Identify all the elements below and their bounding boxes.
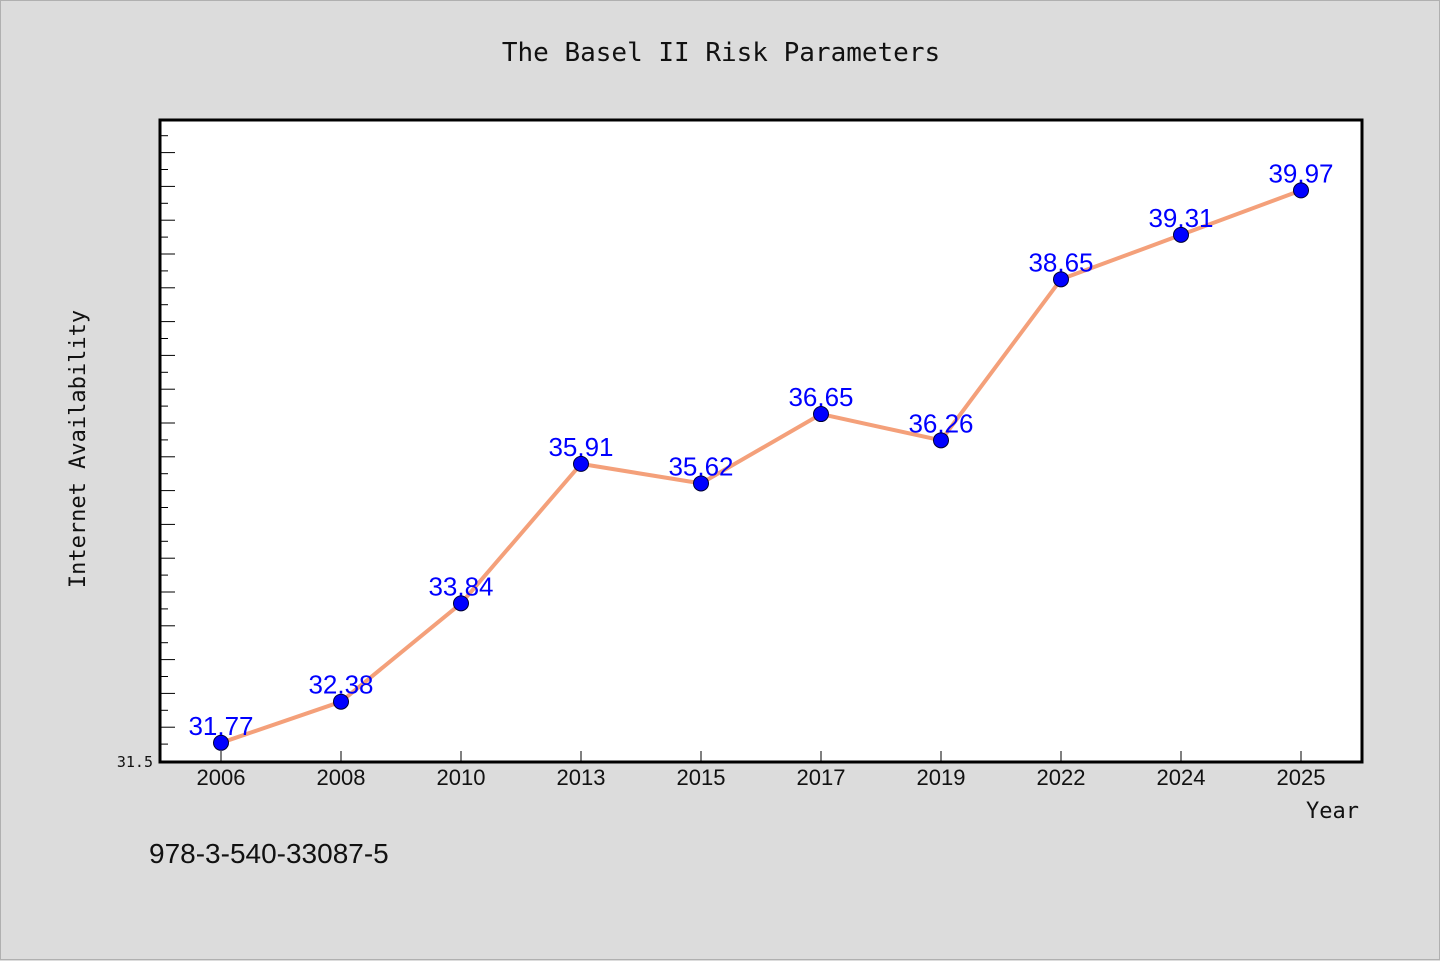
data-point-marker — [453, 595, 469, 612]
x-axis-label: Year — [1306, 799, 1359, 824]
footnote-text: 978-3-540-33087-5 — [149, 838, 389, 869]
data-point-marker — [1053, 271, 1069, 288]
data-point-marker — [573, 455, 589, 472]
series-line — [219, 188, 1303, 745]
x-tick-label: 2006 — [197, 765, 246, 790]
x-tick-label: 2008 — [317, 765, 366, 790]
x-tick-label: 2022 — [1037, 765, 1086, 790]
plot-area — [158, 118, 1364, 764]
y-axis-min-label: 31.5 — [117, 753, 153, 771]
x-tick-label: 2015 — [677, 765, 726, 790]
data-point-marker — [1293, 182, 1309, 199]
data-point-label: 35.62 — [668, 451, 733, 481]
data-point-label: 38.65 — [1028, 247, 1093, 277]
x-tick-label: 2017 — [797, 765, 846, 790]
data-point-label: 31.77 — [188, 711, 253, 741]
data-point-marker — [213, 734, 229, 751]
data-point-label: 39.97 — [1268, 158, 1333, 188]
data-point-marker — [1173, 226, 1189, 243]
series-line-group: 31.77 32.38 33.84 35.91 35.62 36.65 36.26 38.65… — [188, 158, 1334, 751]
x-tick-label: 2013 — [557, 765, 606, 790]
x-tick-label: 2025 — [1277, 765, 1326, 790]
data-point-label: 35.91 — [548, 432, 613, 462]
x-tick-label: 2010 — [437, 765, 486, 790]
data-point-marker — [333, 693, 349, 710]
data-point-label: 36.65 — [788, 382, 853, 412]
data-point-marker — [813, 406, 829, 423]
data-point-marker — [933, 432, 949, 449]
x-tick-label: 2024 — [1157, 765, 1206, 790]
y-axis-ticks — [161, 135, 175, 762]
x-axis-tick-labels: 2006 2008 2010 2013 2015 2017 2019 2022 2024 2025 — [197, 765, 1326, 790]
data-point-label: 36.26 — [908, 408, 973, 438]
x-tick-label: 2019 — [917, 765, 966, 790]
chart-title: The Basel II Risk Parameters — [502, 38, 940, 68]
y-axis-label: Internet Availability — [66, 310, 91, 588]
x-axis-ticks — [220, 751, 1302, 761]
data-point-label: 39.31 — [1148, 203, 1213, 233]
data-point-label: 32.38 — [308, 670, 373, 700]
data-point-marker — [693, 475, 709, 492]
data-point-label: 33.84 — [428, 571, 493, 601]
